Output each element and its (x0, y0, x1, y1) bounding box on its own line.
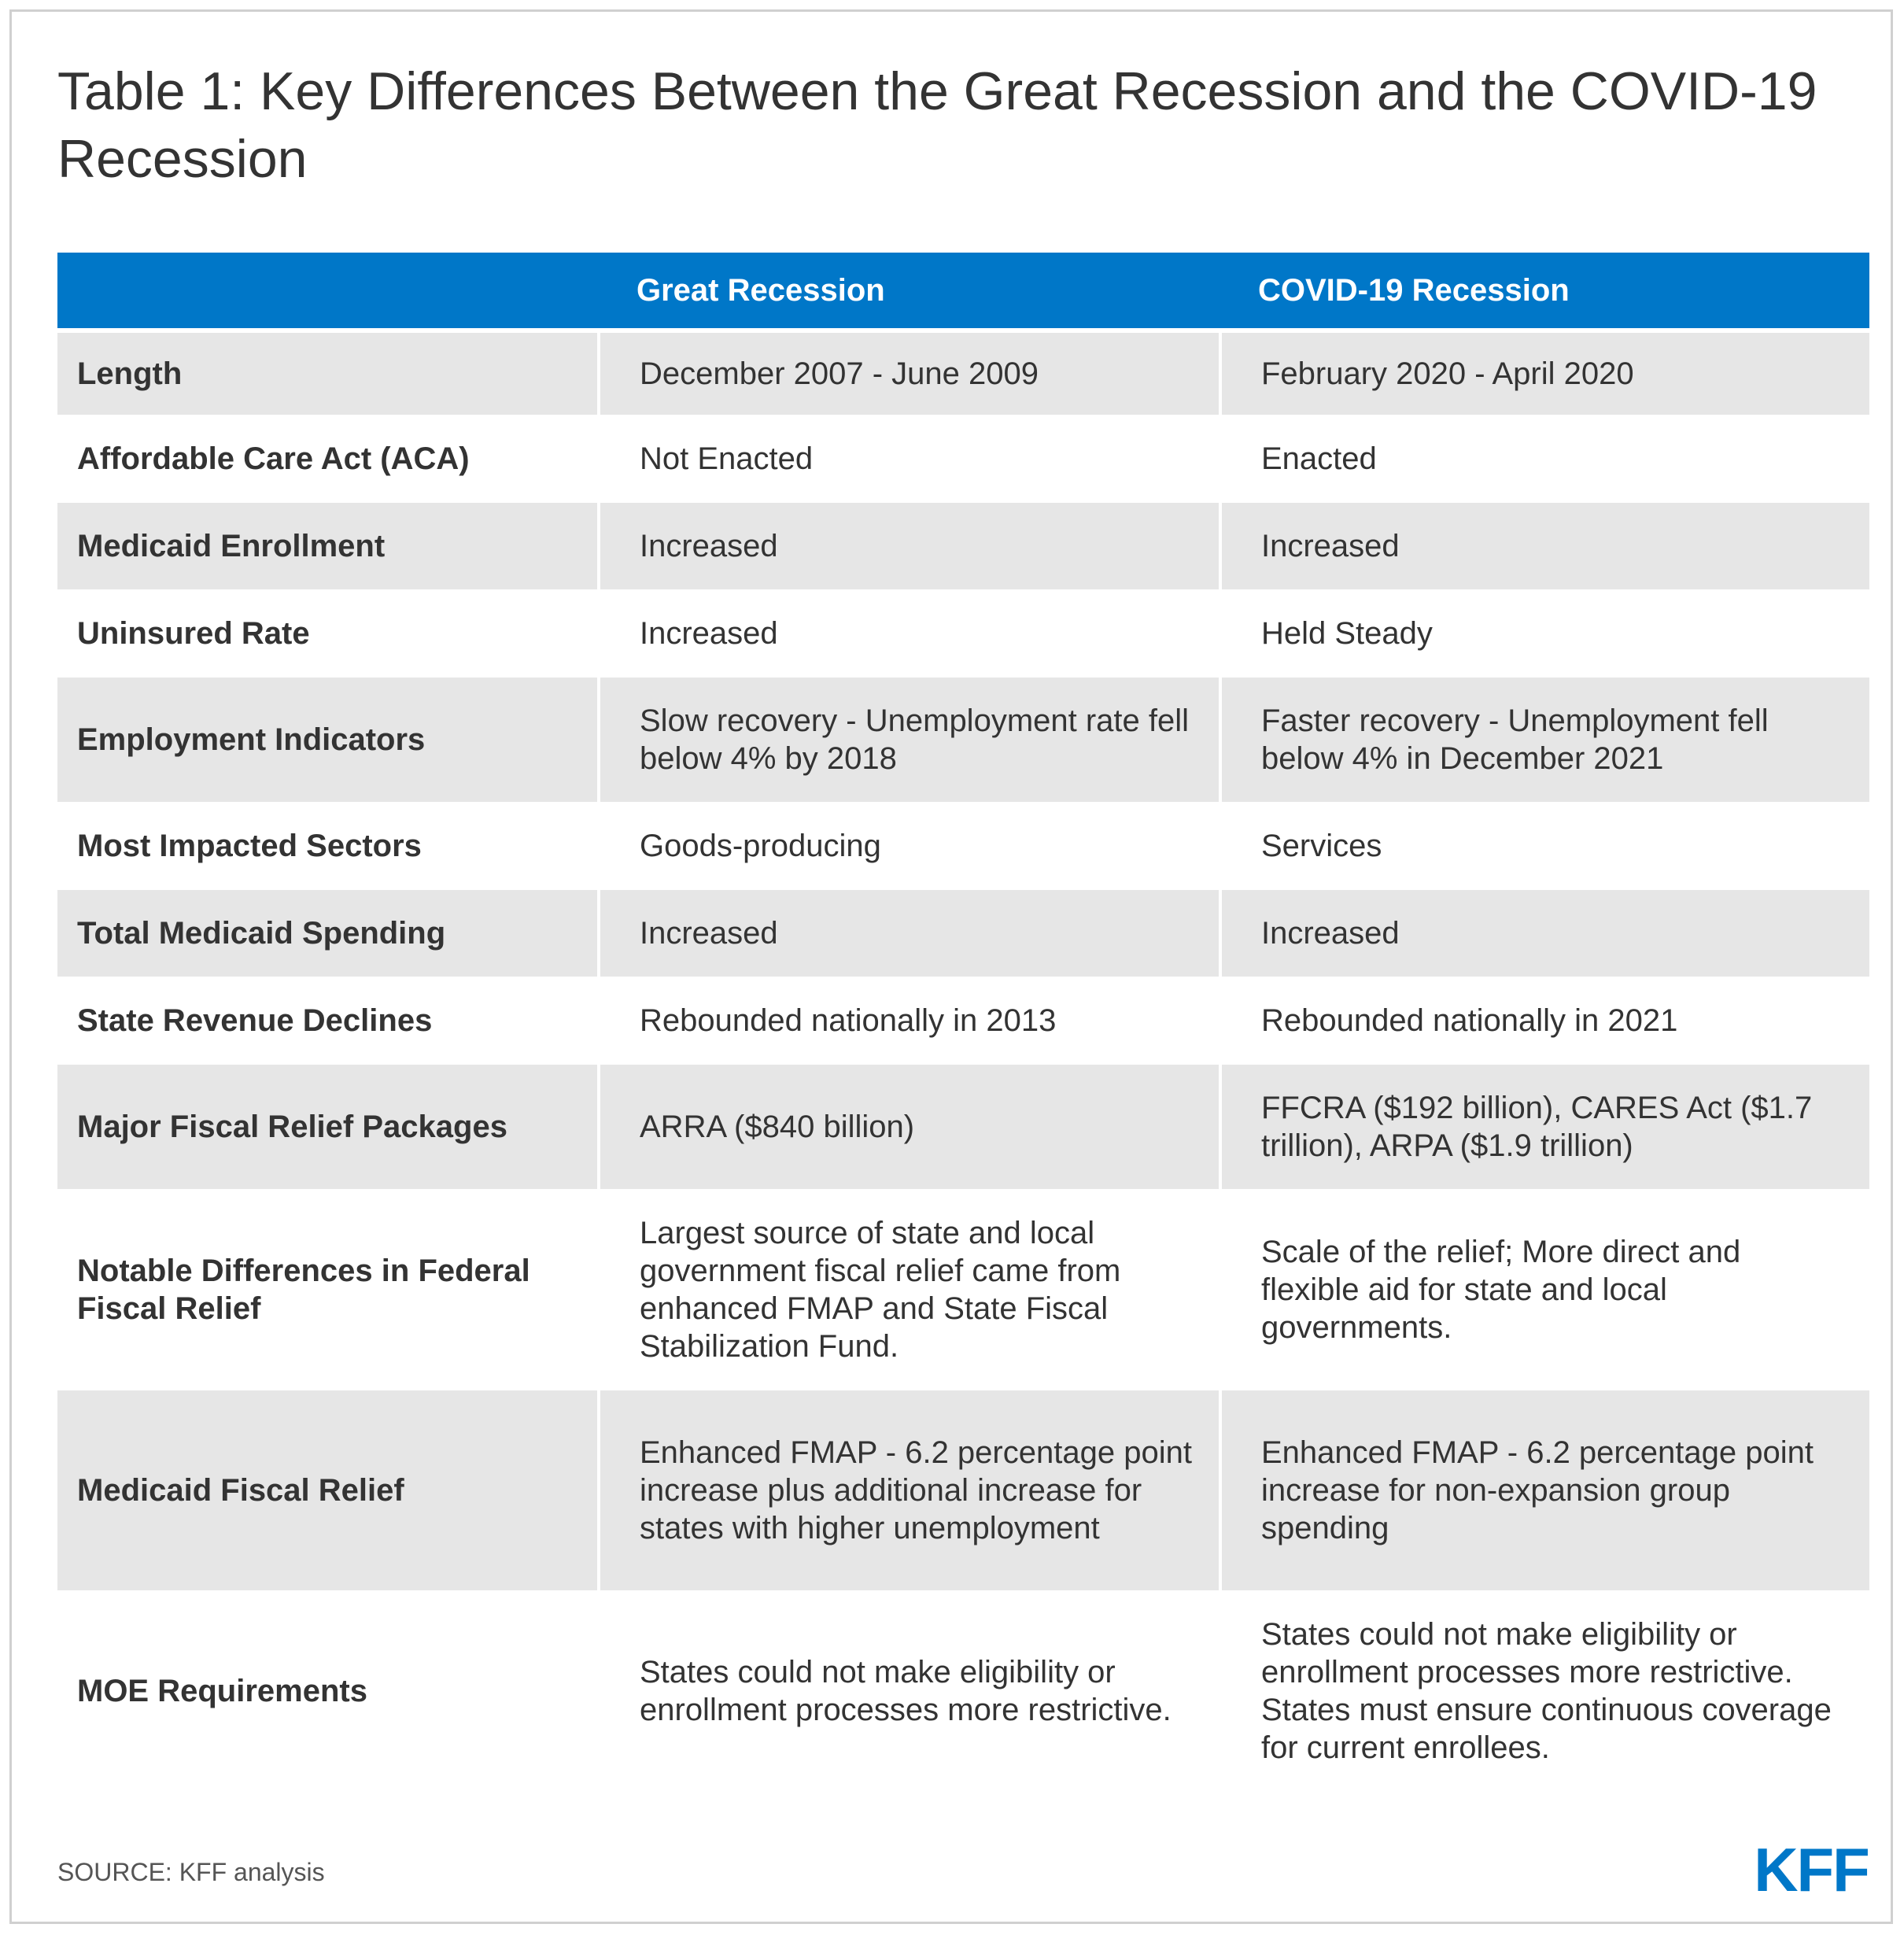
great-recession-cell: Goods-producing (640, 829, 881, 863)
covid-recession-cell: Scale of the relief; More direct and fle… (1261, 1235, 1741, 1345)
table-row: Uninsured Rate Increased Held Steady (57, 589, 1869, 678)
kff-logo: KFF (1754, 1842, 1869, 1896)
great-recession-cell: Largest source of state and local govern… (640, 1216, 1121, 1364)
row-label: Medicaid Enrollment (57, 503, 597, 589)
covid-recession-cell: FFCRA ($192 billion), CARES Act ($1.7 tr… (1219, 1065, 1869, 1189)
great-recession-cell: December 2007 - June 2009 (597, 333, 1219, 415)
header-cell-great-recession: Great Recession (637, 272, 885, 308)
covid-recession-cell: Services (1261, 829, 1382, 863)
table-row: Medicaid Enrollment Increased Increased (57, 503, 1869, 589)
kff-logo-text: KFF (1754, 1842, 1869, 1896)
table-row: Length December 2007 - June 2009 Februar… (57, 333, 1869, 415)
table-row: MOE Requirements States could not make e… (57, 1590, 1869, 1792)
covid-recession-cell: Rebounded nationally in 2021 (1261, 1003, 1678, 1038)
table-row: Most Impacted Sectors Goods-producing Se… (57, 802, 1869, 890)
table-row: Medicaid Fiscal Relief Enhanced FMAP - 6… (57, 1390, 1869, 1590)
page-title: Table 1: Key Differences Between the Gre… (57, 61, 1817, 189)
table-row: State Revenue Declines Rebounded nationa… (57, 977, 1869, 1065)
row-label: Employment Indicators (57, 678, 597, 802)
table-row: Major Fiscal Relief Packages ARRA ($840 … (57, 1065, 1869, 1189)
row-label: Uninsured Rate (77, 616, 310, 651)
covid-recession-cell: Enacted (1261, 441, 1377, 476)
covid-recession-cell: February 2020 - April 2020 (1219, 333, 1869, 415)
table-row: Notable Differences in Federal Fiscal Re… (57, 1189, 1869, 1390)
header-cell-blank (57, 253, 597, 328)
covid-recession-cell: Held Steady (1261, 616, 1433, 651)
source-note: SOURCE: KFF analysis (57, 1858, 325, 1886)
table-header: Great Recession COVID-19 Recession (57, 253, 1869, 328)
table-row: Total Medicaid Spending Increased Increa… (57, 890, 1869, 977)
great-recession-cell: Slow recovery - Unemployment rate fell b… (597, 678, 1219, 802)
row-label: Medicaid Fiscal Relief (57, 1390, 597, 1590)
row-label: Affordable Care Act (ACA) (77, 441, 470, 476)
row-label: Most Impacted Sectors (77, 829, 422, 863)
row-label: Notable Differences in Federal Fiscal Re… (77, 1254, 530, 1326)
great-recession-cell: States could not make eligibility or enr… (640, 1655, 1172, 1727)
row-label: State Revenue Declines (77, 1003, 433, 1038)
great-recession-cell: Increased (640, 616, 778, 651)
covid-recession-cell: Enhanced FMAP - 6.2 percentage point inc… (1219, 1390, 1869, 1590)
covid-recession-cell: Increased (1219, 890, 1869, 977)
header-cell-covid-recession: COVID-19 Recession (1258, 272, 1570, 308)
great-recession-cell: Increased (597, 890, 1219, 977)
row-label: Total Medicaid Spending (57, 890, 597, 977)
row-label: MOE Requirements (77, 1674, 367, 1708)
row-label: Major Fiscal Relief Packages (57, 1065, 597, 1189)
table-card: Table 1: Key Differences Between the Gre… (9, 9, 1893, 1924)
comparison-table: Great Recession COVID-19 Recession Lengt… (57, 253, 1869, 1792)
covid-recession-cell: States could not make eligibility or enr… (1261, 1617, 1832, 1765)
great-recession-cell: Increased (597, 503, 1219, 589)
great-recession-cell: Enhanced FMAP - 6.2 percentage point inc… (597, 1390, 1219, 1590)
table-row: Employment Indicators Slow recovery - Un… (57, 678, 1869, 802)
row-label: Length (57, 333, 597, 415)
covid-recession-cell: Increased (1219, 503, 1869, 589)
great-recession-cell: ARRA ($840 billion) (597, 1065, 1219, 1189)
table-row: Affordable Care Act (ACA) Not Enacted En… (57, 415, 1869, 503)
great-recession-cell: Rebounded nationally in 2013 (640, 1003, 1057, 1038)
great-recession-cell: Not Enacted (640, 441, 814, 476)
covid-recession-cell: Faster recovery - Unemployment fell belo… (1219, 678, 1869, 802)
